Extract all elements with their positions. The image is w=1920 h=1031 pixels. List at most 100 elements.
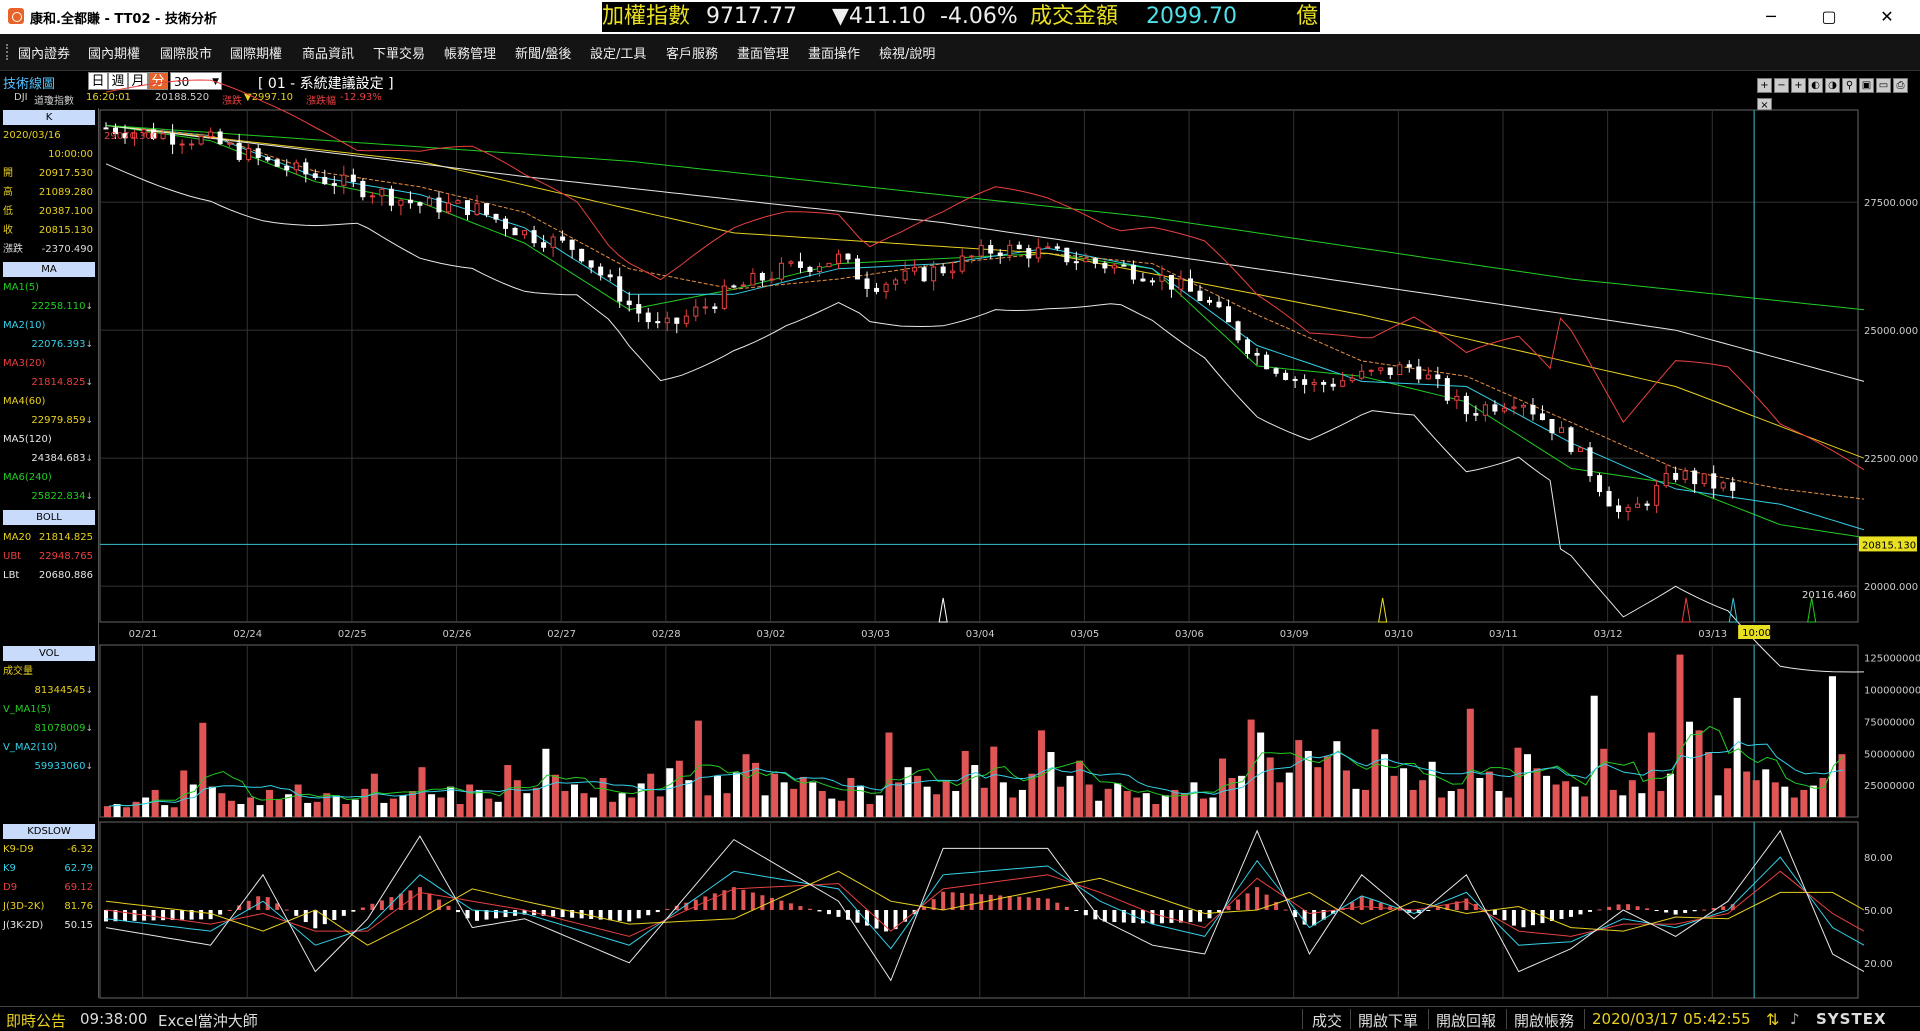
- chart-tool-buttons: + − + ◐ ◑ ⚲ ▣ ▭ ⎙×: [1757, 73, 1920, 113]
- candle-body: [179, 143, 185, 146]
- info-price: 20188.520: [155, 92, 210, 103]
- vol-header[interactable]: VOL: [3, 646, 95, 661]
- volume-bar: [1743, 771, 1751, 817]
- menu-domestic-futures[interactable]: 國內期權: [88, 47, 141, 62]
- menu-view-help[interactable]: 檢視/說明: [879, 47, 936, 62]
- period-day[interactable]: 日: [88, 72, 108, 90]
- save-icon[interactable]: ▣: [1859, 78, 1874, 93]
- date-tick-label: 03/13: [1698, 629, 1727, 640]
- candle-body: [113, 127, 119, 135]
- volume-bar: [532, 787, 540, 817]
- trade-button[interactable]: 成交: [1312, 1012, 1343, 1030]
- volume-bar: [523, 793, 531, 817]
- menu-domestic-securities[interactable]: 國內證券: [18, 47, 71, 62]
- volume-bar: [999, 782, 1007, 817]
- volume-bar: [237, 804, 245, 817]
- kd-diff-bar: [180, 910, 185, 920]
- magnify-icon[interactable]: ⚲: [1842, 78, 1857, 93]
- date-tick-label: 03/10: [1384, 629, 1413, 640]
- candle-body: [1511, 406, 1517, 409]
- kd-diff-bar: [1435, 907, 1440, 910]
- boll-header[interactable]: BOLL: [3, 510, 95, 525]
- candle-body: [455, 200, 461, 204]
- candle-body: [503, 218, 509, 229]
- candle-body: [1349, 377, 1355, 382]
- menu-service[interactable]: 客戶服務: [666, 47, 719, 62]
- menu-product-info[interactable]: 商品資訊: [302, 47, 355, 62]
- volume-bar: [437, 797, 445, 817]
- zoom-out-icon[interactable]: ◐: [1808, 78, 1823, 93]
- close-button[interactable]: ✕: [1880, 7, 1894, 26]
- period-week[interactable]: 週: [108, 72, 128, 90]
- ma-header[interactable]: MA: [3, 262, 95, 277]
- candle-body: [312, 173, 318, 178]
- volume-bar: [1552, 784, 1560, 817]
- menu-screen-manage[interactable]: 畫面管理: [737, 47, 790, 62]
- volume-bar: [1533, 768, 1541, 817]
- candle-body: [693, 306, 699, 317]
- candle-body: [931, 266, 937, 282]
- menu-screen-ops[interactable]: 畫面操作: [808, 47, 861, 62]
- menu-intl-stocks[interactable]: 國際股市: [160, 47, 213, 62]
- k-header[interactable]: K: [3, 110, 95, 125]
- kd-diff-bar: [1169, 910, 1174, 923]
- open-account-button[interactable]: 開啟帳務: [1514, 1012, 1575, 1030]
- boll-row-1: UBt 22948.765: [3, 551, 93, 562]
- kd-diff-bar: [208, 910, 213, 920]
- menu-news[interactable]: 新聞/盤後: [515, 47, 572, 62]
- minimize-button[interactable]: ─: [1766, 7, 1776, 26]
- candle-body: [1302, 379, 1308, 385]
- volume-bar: [1257, 732, 1265, 817]
- menu-settings[interactable]: 設定/工具: [590, 47, 647, 62]
- kd-header[interactable]: KDSLOW: [3, 824, 95, 839]
- high-price-label: 29070.300: [104, 131, 158, 142]
- signal-triangle-icon: [938, 597, 948, 623]
- volume-bar: [618, 793, 626, 817]
- kd-diff-bar: [1140, 910, 1145, 924]
- candle-body: [293, 162, 299, 171]
- volume-bar: [1447, 791, 1455, 817]
- kd-diff-bar: [1369, 899, 1374, 910]
- chart-area[interactable]: 27500.000 25000.000 22500.000 20000.000 02/2…: [0, 0, 1920, 1000]
- kd-diff-bar: [256, 896, 261, 910]
- open-report-button[interactable]: 開啟回報: [1436, 1012, 1497, 1030]
- ma-label-2: MA3(20): [3, 358, 46, 369]
- open-order-button[interactable]: 開啟下單: [1358, 1012, 1419, 1030]
- print-icon[interactable]: ⎙: [1893, 78, 1908, 93]
- volume-bar: [513, 780, 521, 817]
- volume-icon[interactable]: ♪: [1790, 1010, 1800, 1028]
- kd-diff-bar: [1036, 897, 1041, 910]
- kd-diff-bar: [1026, 897, 1031, 910]
- volume-bar: [894, 782, 903, 817]
- kd-diff-bar: [598, 910, 603, 920]
- volume-bar: [1018, 789, 1026, 817]
- signal-triangle-icon: [1807, 597, 1817, 623]
- kd-diff-bar: [941, 891, 946, 910]
- volume-bar: [170, 807, 178, 817]
- minus-icon[interactable]: −: [1774, 78, 1789, 93]
- candle-body: [1283, 372, 1289, 380]
- chart-title: 技術線圖: [3, 77, 56, 92]
- candle-body: [1245, 339, 1251, 354]
- candle-body: [702, 306, 708, 309]
- kd-diff-bar: [1064, 906, 1069, 910]
- plus-icon[interactable]: +: [1791, 78, 1806, 93]
- status-datetime: 2020/03/17 05:42:55: [1592, 1010, 1751, 1028]
- volume-bar: [1724, 768, 1732, 817]
- news-label[interactable]: 即時公告: [6, 1012, 67, 1030]
- kd-diff-bar: [170, 910, 175, 920]
- interval-select[interactable]: 30: [170, 72, 222, 91]
- candle-body: [731, 285, 737, 288]
- maximize-button[interactable]: ▢: [1821, 7, 1837, 26]
- menu-intl-futures[interactable]: 國際期權: [230, 47, 283, 62]
- candle-body: [274, 159, 280, 167]
- zoom-in-icon[interactable]: ◑: [1825, 78, 1840, 93]
- menu-account[interactable]: 帳務管理: [444, 47, 497, 62]
- candle-body: [978, 245, 984, 257]
- window-icon[interactable]: ▭: [1876, 78, 1891, 93]
- menu-order[interactable]: 下單交易: [373, 47, 426, 62]
- volume-bar: [694, 720, 702, 817]
- news-text[interactable]: Excel當沖大師: [158, 1012, 258, 1030]
- period-minute[interactable]: 分: [148, 72, 168, 90]
- volume-bar: [1781, 786, 1789, 817]
